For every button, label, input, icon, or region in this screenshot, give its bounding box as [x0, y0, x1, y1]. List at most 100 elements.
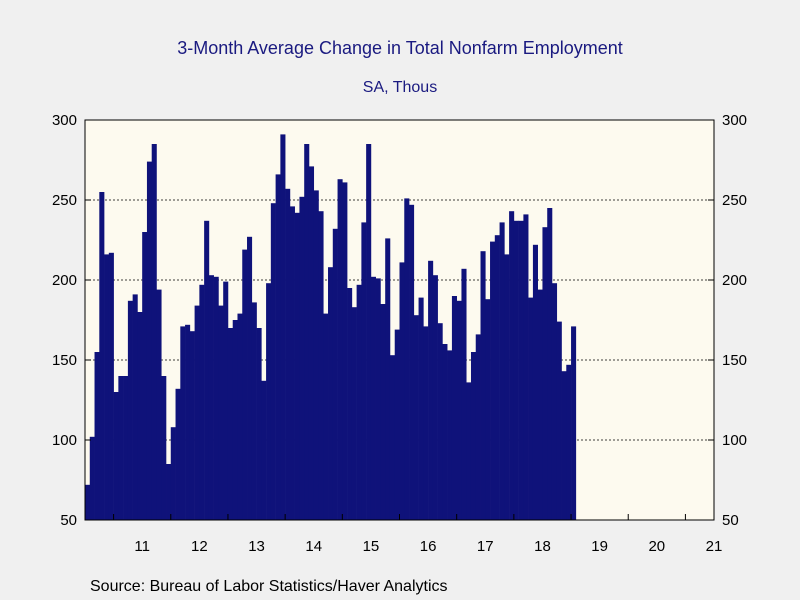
bar	[94, 352, 100, 520]
bar	[571, 326, 577, 520]
bar	[99, 192, 105, 520]
bar	[342, 182, 348, 520]
bar	[299, 196, 305, 521]
x-tick-label: 17	[477, 538, 494, 555]
bar	[204, 220, 210, 521]
bar	[566, 364, 572, 520]
bar	[227, 328, 234, 520]
bar	[413, 315, 419, 520]
bar	[170, 427, 176, 520]
y-tick-label-left: 250	[52, 192, 77, 209]
bar	[304, 144, 310, 520]
bar	[394, 329, 400, 520]
bar	[223, 281, 229, 520]
bar	[366, 144, 372, 520]
bar	[104, 254, 110, 520]
bar	[551, 283, 558, 520]
bar	[389, 355, 396, 520]
bar	[175, 388, 181, 520]
x-axis: 11 12 13 14 15 16 17 18 19 20 21	[113, 514, 723, 555]
bar	[156, 289, 162, 520]
chart-subtitle: SA, Thous	[362, 79, 438, 96]
bar	[380, 304, 386, 520]
bar	[328, 267, 334, 520]
bar	[275, 174, 281, 520]
bar	[199, 284, 205, 520]
bar	[218, 305, 224, 520]
bar	[166, 464, 172, 520]
y-axis-right: 50 100 150 200 250 300	[708, 112, 747, 529]
bar	[118, 376, 124, 520]
bar	[132, 294, 138, 520]
chart-title: 3-Month Average Change in Total Nonfarm …	[177, 38, 623, 58]
bar	[213, 276, 219, 520]
y-tick-label-right: 150	[722, 352, 747, 369]
y-tick-label-right: 250	[722, 192, 747, 209]
x-tick-label: 16	[420, 538, 437, 555]
bar	[137, 312, 143, 520]
y-tick-label-right: 100	[722, 432, 747, 449]
bar	[180, 326, 186, 520]
bar	[456, 300, 462, 520]
bar	[280, 134, 286, 520]
bar	[518, 220, 524, 521]
y-tick-label-left: 200	[52, 272, 77, 289]
bar	[194, 305, 200, 520]
bar	[499, 222, 505, 520]
bar	[542, 227, 548, 520]
bar	[266, 283, 272, 520]
bar	[513, 220, 519, 521]
bar	[451, 296, 457, 520]
bar	[490, 241, 496, 520]
bar	[404, 198, 410, 520]
x-tick-label: 15	[363, 538, 380, 555]
bar	[475, 334, 481, 520]
bar	[151, 144, 157, 520]
y-tick-label-right: 200	[722, 272, 747, 289]
bar	[208, 275, 214, 520]
y-tick-label-left: 150	[52, 352, 77, 369]
bar	[189, 331, 195, 520]
bar	[418, 297, 424, 520]
bar	[313, 190, 319, 520]
bar	[561, 371, 567, 520]
bar	[528, 297, 534, 520]
bar	[537, 289, 543, 520]
bar	[356, 284, 362, 520]
bar	[466, 382, 472, 520]
x-tick-label: 11	[134, 538, 150, 555]
bar	[256, 328, 262, 520]
bar	[385, 238, 391, 520]
bar	[113, 392, 119, 520]
bar	[85, 484, 91, 520]
y-axis-left: 50 100 150 200 250 300	[52, 112, 91, 529]
y-tick-label-right: 300	[722, 112, 747, 129]
x-tick-label: 14	[305, 538, 322, 555]
bar	[294, 212, 300, 521]
bar	[485, 299, 491, 520]
bar	[318, 211, 324, 520]
bar	[108, 252, 114, 521]
bar	[523, 214, 529, 520]
bar	[361, 222, 367, 520]
bar	[375, 278, 381, 520]
bar	[261, 380, 267, 520]
source-note: Source: Bureau of Labor Statistics/Haver…	[90, 578, 448, 595]
y-tick-label-left: 50	[60, 512, 77, 529]
x-tick-label: 12	[191, 538, 208, 555]
bar	[347, 288, 353, 520]
bar	[370, 276, 376, 520]
bar	[556, 321, 562, 520]
bar	[308, 166, 315, 520]
x-tick-label: 21	[706, 538, 723, 555]
bar	[504, 254, 510, 520]
bar	[237, 313, 243, 520]
bar	[123, 376, 129, 520]
bar-series	[85, 134, 577, 521]
bar	[251, 302, 257, 520]
bar	[161, 376, 167, 520]
bar	[437, 323, 443, 520]
bar	[242, 249, 248, 520]
bar	[232, 320, 238, 520]
